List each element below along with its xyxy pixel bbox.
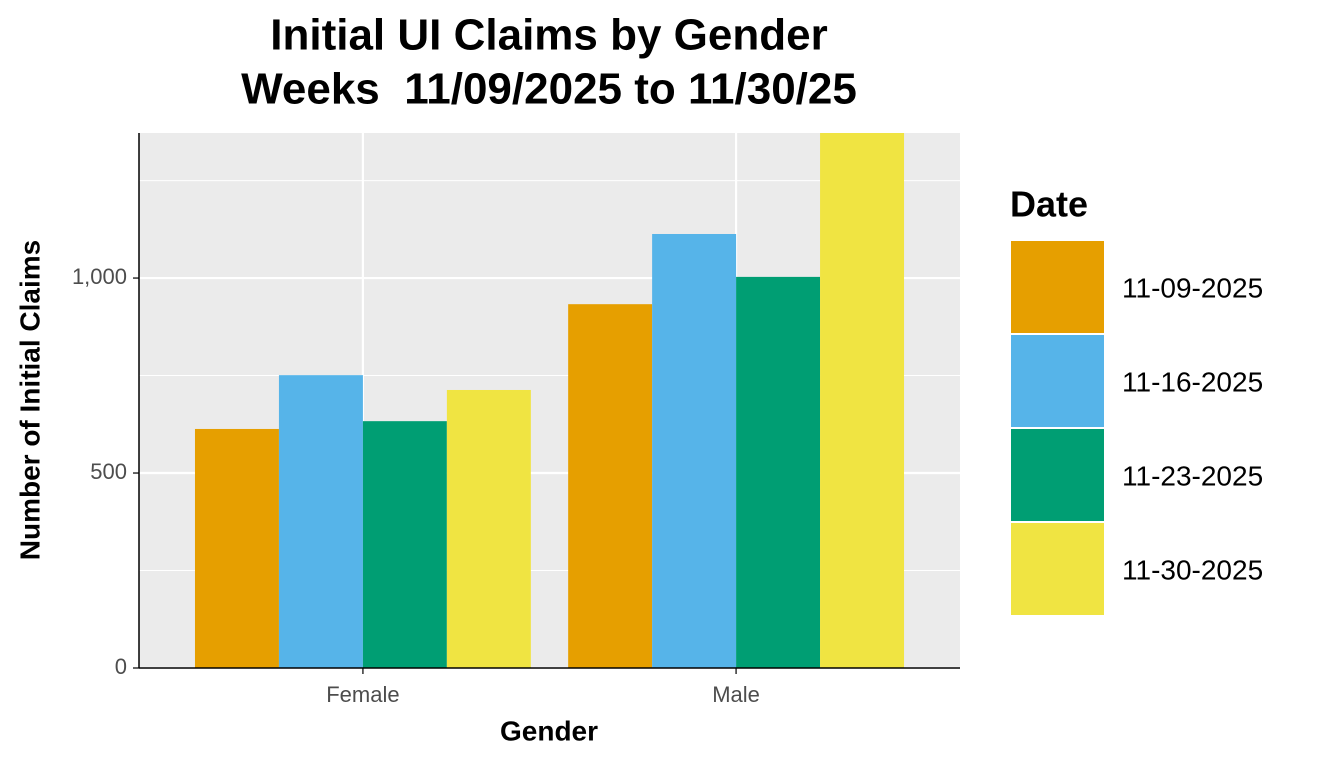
legend-title: Date bbox=[1010, 184, 1088, 225]
y-axis-label: Number of Initial Claims bbox=[14, 240, 45, 561]
legend-key bbox=[1009, 333, 1106, 429]
bar bbox=[652, 233, 737, 668]
chart-title: Initial UI Claims by Gender bbox=[270, 11, 827, 60]
bar bbox=[820, 133, 905, 668]
legend-label: 11-23-2025 bbox=[1122, 460, 1263, 491]
bar bbox=[194, 428, 279, 668]
bar bbox=[278, 375, 363, 668]
legend-key bbox=[1009, 427, 1106, 523]
y-tick-label: 0 bbox=[115, 654, 127, 679]
legend-label: 11-16-2025 bbox=[1122, 366, 1263, 397]
x-tick-label: Female bbox=[326, 682, 399, 707]
bar bbox=[446, 389, 531, 668]
legend-label: 11-09-2025 bbox=[1122, 272, 1263, 303]
bar bbox=[568, 304, 653, 668]
chart-subtitle: Weeks 11/09/2025 to 11/30/25 bbox=[241, 65, 857, 114]
x-axis-label: Gender bbox=[500, 715, 598, 746]
x-tick-label: Male bbox=[712, 682, 760, 707]
legend-key bbox=[1009, 239, 1106, 335]
y-tick-label: 500 bbox=[90, 459, 127, 484]
legend-label: 11-30-2025 bbox=[1122, 554, 1263, 585]
legend-key bbox=[1009, 521, 1106, 617]
bar bbox=[736, 276, 821, 668]
bar bbox=[362, 421, 447, 668]
y-tick-label: 1,000 bbox=[72, 264, 127, 289]
